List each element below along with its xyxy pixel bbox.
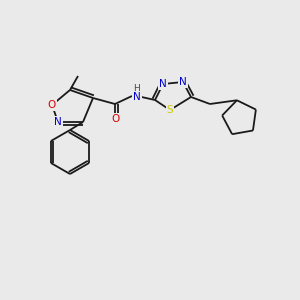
Text: S: S — [167, 105, 173, 115]
Text: N: N — [133, 92, 141, 102]
Text: N: N — [159, 79, 167, 89]
Text: N: N — [54, 117, 62, 127]
Text: O: O — [48, 100, 56, 110]
Text: O: O — [112, 114, 120, 124]
Text: H: H — [133, 84, 140, 93]
Text: N: N — [179, 77, 187, 87]
